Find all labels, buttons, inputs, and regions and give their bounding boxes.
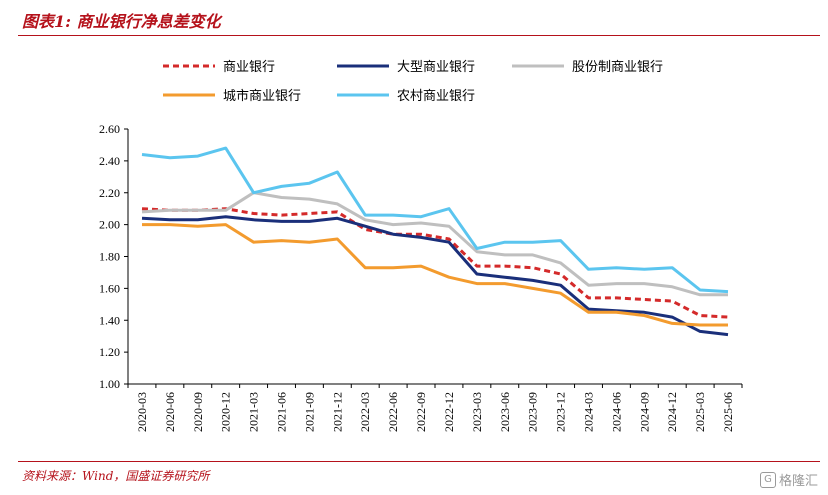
title-divider	[18, 35, 820, 36]
y-tick-label: 2.60	[99, 122, 120, 136]
x-tick-label: 2020-09	[191, 392, 205, 432]
watermark: G 格隆汇	[759, 470, 818, 489]
series-line-3	[142, 223, 728, 327]
series-line-2	[141, 191, 728, 297]
legend-label: 城市商业银行	[223, 88, 301, 104]
source-divider	[18, 461, 820, 462]
series-line-1	[141, 215, 729, 337]
x-tick-label: 2023-12	[554, 392, 568, 432]
x-tick-label: 2025-03	[693, 392, 707, 432]
x-tick-label: 2022-09	[414, 392, 428, 432]
chart-axes: 1.00 1.20 1.40 1.60 1.80 2.00 2.20 2.40 2.60 2020…	[99, 122, 743, 432]
x-tick-label: 2024-06	[609, 392, 623, 432]
x-tick-label: 2023-09	[526, 392, 540, 432]
series-layer	[141, 146, 729, 337]
page-title: 图表1: 商业银行净息差变化	[22, 12, 221, 31]
x-tick-label: 2023-06	[498, 392, 512, 432]
legend-label: 股份制商业银行	[572, 60, 663, 75]
y-tick-label: 1.40	[99, 313, 120, 327]
x-tick-label: 2021-06	[275, 392, 289, 432]
x-tick-label: 2021-09	[302, 392, 316, 432]
y-tick-label: 1.00	[99, 377, 120, 391]
x-tick-label: 2020-12	[219, 392, 233, 432]
y-tick-label: 2.00	[99, 218, 120, 232]
x-tick-label: 2021-03	[247, 392, 261, 432]
x-tick-label: 2020-06	[163, 392, 177, 432]
source-note: 资料来源：Wind，国盛证券研究所	[22, 469, 210, 483]
x-tick-label: 2023-03	[470, 392, 484, 432]
x-tick-label: 2021-12	[330, 392, 344, 432]
watermark-logo-icon: G	[759, 471, 776, 488]
x-tick-label: 2024-12	[665, 392, 679, 432]
y-tick-label: 1.20	[99, 345, 120, 359]
x-tick-label: 2022-03	[358, 392, 372, 432]
x-tick-label: 2025-06	[721, 392, 735, 432]
y-tick-label: 1.80	[99, 250, 120, 264]
x-tick-label: 2022-06	[386, 392, 400, 432]
y-tick-label: 2.40	[99, 154, 120, 168]
x-tick-label: 2024-09	[637, 392, 651, 432]
y-tick-label: 1.60	[99, 281, 120, 295]
x-tick-label: 2022-12	[442, 392, 456, 432]
x-tick-label: 2024-03	[582, 392, 596, 432]
y-tick-label: 2.20	[99, 186, 120, 200]
legend-label: 商业银行	[223, 60, 275, 75]
series-line-4	[141, 146, 729, 294]
legend-label: 农村商业银行	[397, 89, 475, 104]
x-tick-label: 2020-03	[135, 392, 149, 432]
legend-label: 大型商业银行	[397, 60, 475, 75]
watermark-text: 格隆汇	[778, 474, 818, 489]
series-line-0	[141, 207, 729, 319]
